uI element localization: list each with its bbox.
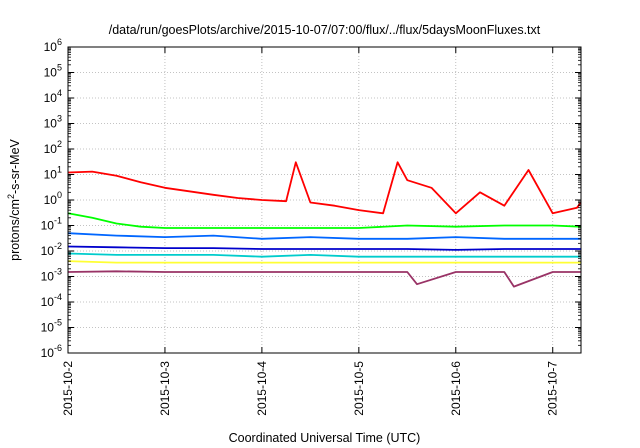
x-tick-labels: 2015-10-2 2015-10-3 2015-10-4 2015-10-5 2015… [61,361,560,416]
series-line-2 [67,212,581,229]
y-tick-label-exp: -3 [54,267,62,277]
y-tick-label-base: 10 [44,168,58,182]
x-tick-label: 2015-10-2 [61,361,75,416]
y-tick-label-base: 10 [41,346,55,360]
y-tick-label-base: 10 [44,117,58,131]
y-tick-label: 10-3 [41,267,62,284]
x-tick-label: 2015-10-6 [449,361,463,416]
y-tick-label: 104 [44,88,62,105]
y-tick-label: 10-1 [41,216,62,233]
y-tick-label-exp: 0 [57,190,62,200]
x-tick-label: 2015-10-3 [158,361,172,416]
y-axis-label-rest: -s-sr-MeV [8,138,22,194]
y-tick-label-exp: -5 [54,318,62,328]
y-tick-label-base: 10 [41,321,55,335]
series-line-7 [67,270,581,288]
y-tick-label-base: 10 [41,244,55,258]
y-tick-label-exp: -1 [54,216,62,226]
y-tick-label: 103 [44,114,62,131]
grid-lines [68,46,581,354]
y-tick-label-exp: 5 [57,63,62,73]
x-tick-label: 2015-10-7 [546,361,560,416]
series-layer [67,161,582,288]
y-tick-label-base: 10 [44,142,58,156]
y-tick-label-exp: 6 [57,37,62,47]
y-tick-label-base: 10 [44,193,58,207]
x-axis-label: Coordinated Universal Time (UTC) [229,431,421,445]
x-tick-label: 2015-10-4 [255,361,269,416]
y-tick-label: 101 [44,165,62,182]
x-tick-label: 2015-10-5 [352,361,366,416]
y-tick-label: 10-4 [41,292,62,309]
y-tick-label-base: 10 [41,295,55,309]
y-tick-label-base: 10 [44,91,58,105]
y-tick-label-base: 10 [44,40,58,54]
y-tick-label: 102 [44,139,62,156]
y-tick-label: 10-6 [41,343,62,360]
y-tick-label-exp: 4 [57,88,62,98]
y-tick-label: 106 [44,37,62,54]
y-tick-labels: 10610510410310210110010-110-210-310-410-… [41,37,62,360]
series-line-5 [67,252,581,258]
y-tick-label-exp: -2 [54,241,62,251]
y-axis-label-base: protons/cm [8,199,22,261]
series-line-3 [67,232,581,240]
y-tick-label-base: 10 [41,219,55,233]
y-tick-label: 100 [44,190,62,207]
y-tick-label: 10-2 [41,241,62,258]
series-line-6 [67,260,581,264]
y-tick-label-exp: 2 [57,139,62,149]
axis-ticks [67,46,581,354]
plot-frame [67,46,582,354]
y-tick-label-exp: 1 [57,165,62,175]
y-tick-label-base: 10 [44,66,58,80]
y-tick-label-exp: 3 [57,114,62,124]
y-tick-label: 105 [44,63,62,80]
y-axis-label: protons/cm2-s-sr-MeV [6,138,22,260]
series-line-4 [67,245,581,251]
y-tick-label-exp: -6 [54,343,62,353]
chart-title: /data/run/goesPlots/archive/2015-10-07/0… [109,23,541,37]
y-tick-label: 10-5 [41,318,62,335]
y-tick-label-exp: -4 [54,292,62,302]
series-line-1 [67,161,582,215]
y-axis-label-sup: 2 [6,194,16,199]
y-tick-label-base: 10 [41,270,55,284]
